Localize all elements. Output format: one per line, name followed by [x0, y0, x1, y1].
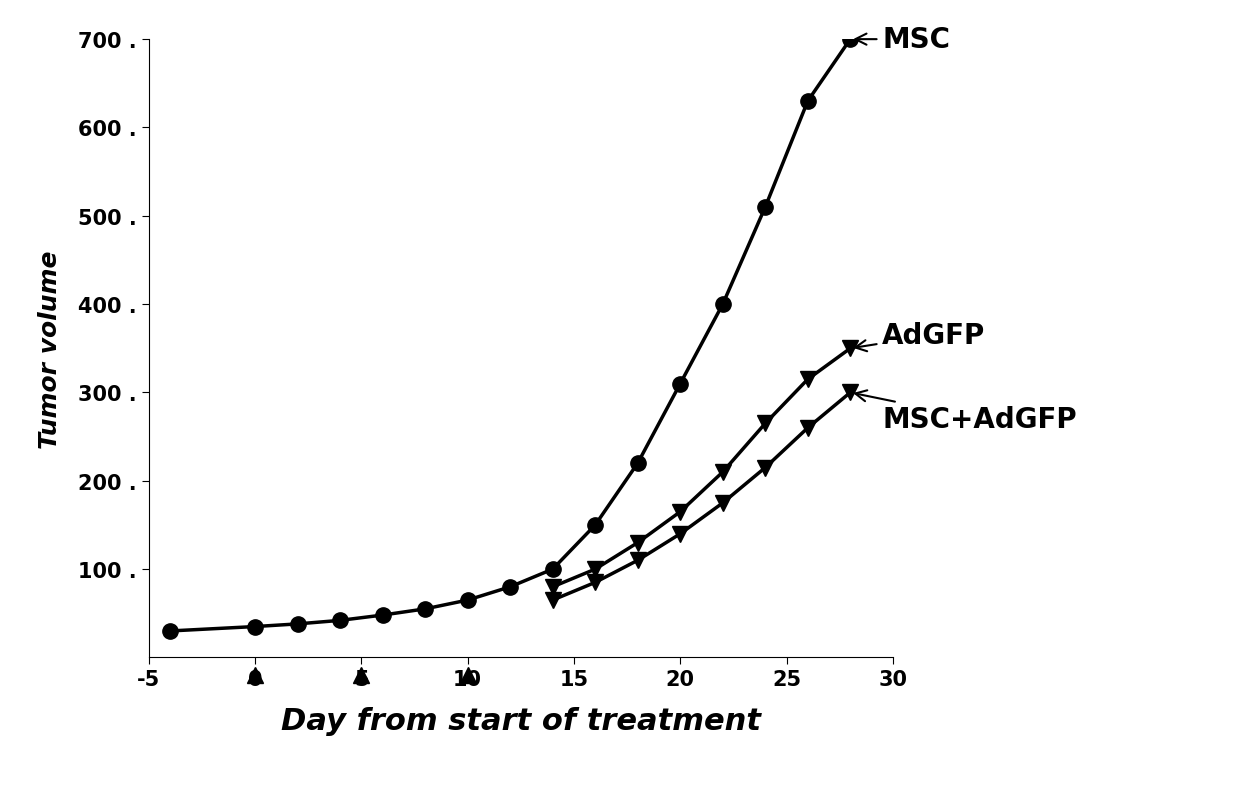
Y-axis label: Tumor volume: Tumor volume [37, 249, 62, 448]
Text: AdGFP: AdGFP [856, 322, 986, 352]
Text: MSC: MSC [856, 26, 950, 54]
Text: MSC+AdGFP: MSC+AdGFP [856, 391, 1076, 433]
X-axis label: Day from start of treatment: Day from start of treatment [280, 706, 761, 735]
